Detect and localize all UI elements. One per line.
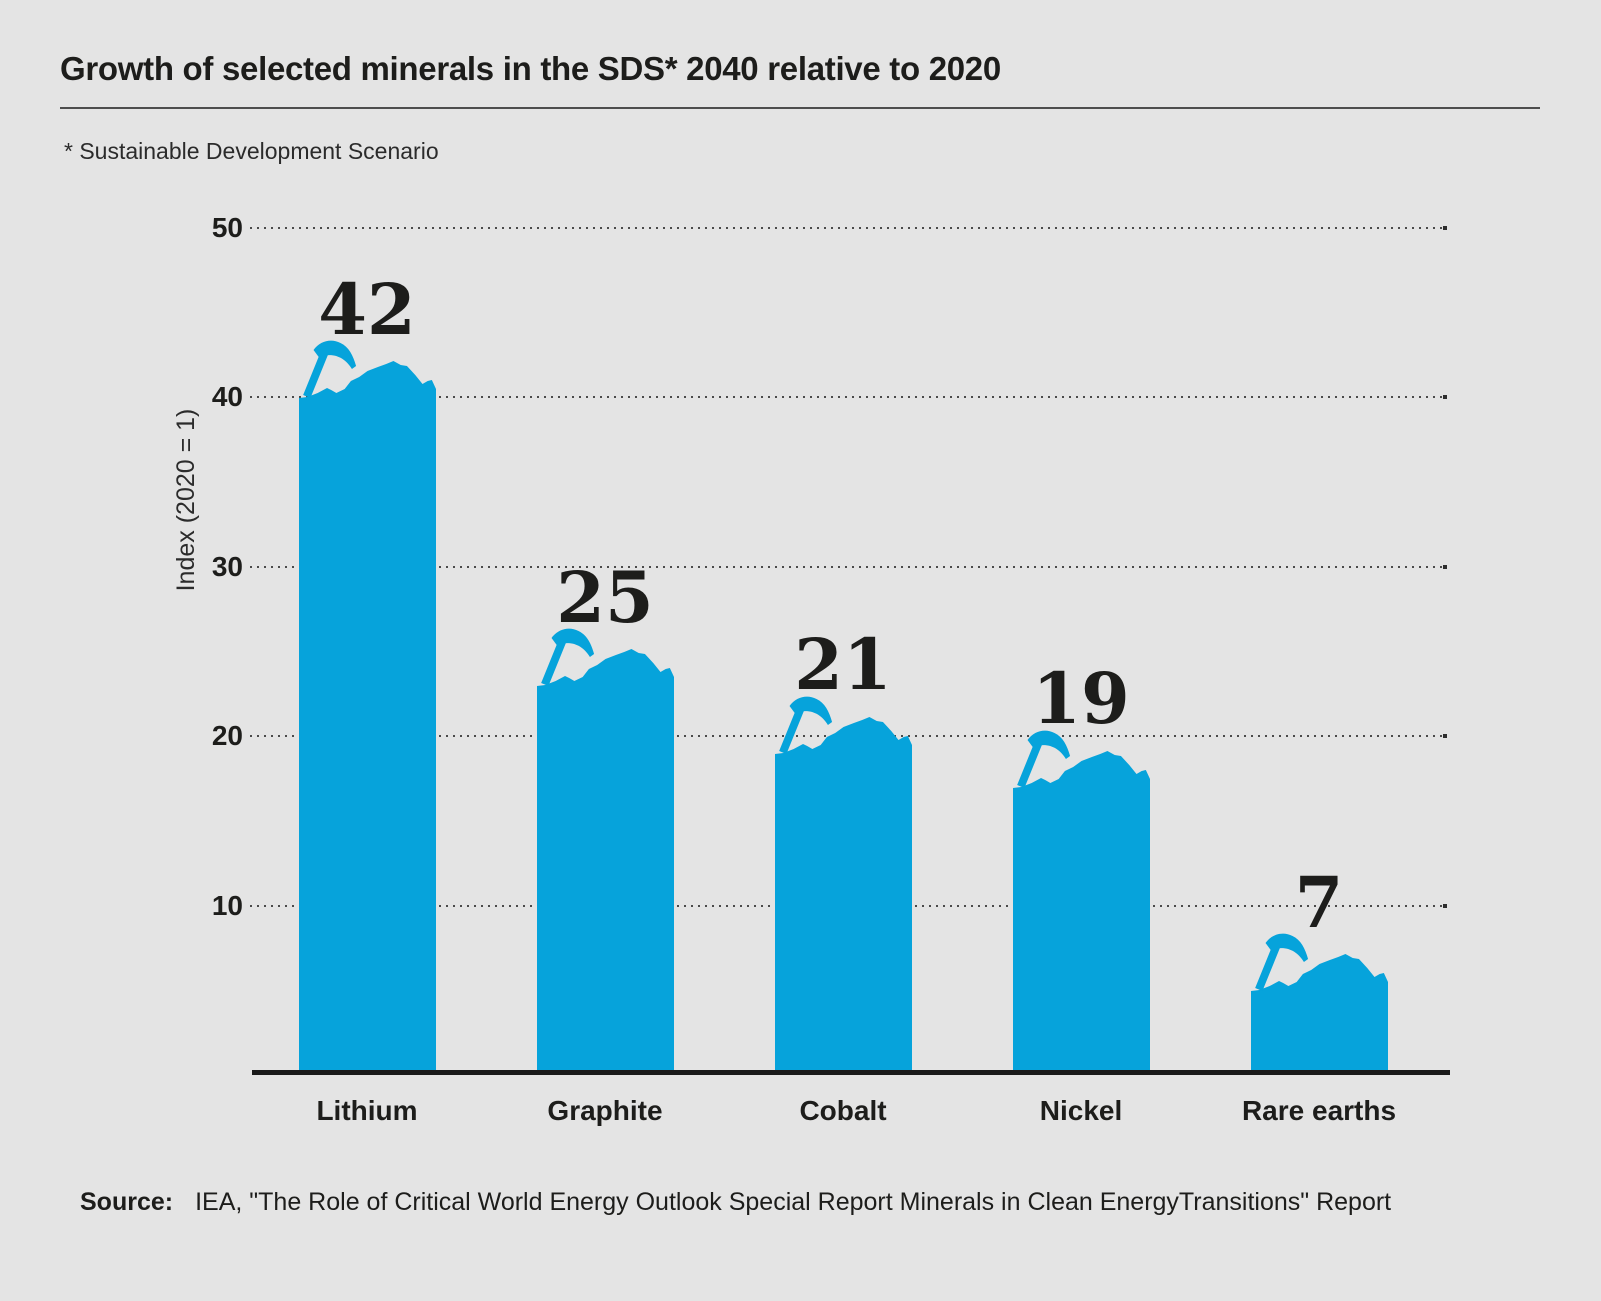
bar-body [536,686,674,1075]
gridline-40 [250,395,1447,399]
x-axis-line [252,1070,1450,1075]
gridline-end-dot [1443,395,1447,399]
gridline-end-dot [1443,225,1447,230]
gridline-50 [250,225,1447,230]
source-text: IEA, "The Role of Critical World Energy … [195,1188,1392,1216]
bar-graphite: 25 [536,562,674,1075]
bar-body [1250,991,1388,1075]
value-label-lithium: 42 [318,267,416,351]
source-row: Source: IEA, "The Role of Critical World … [80,1188,1391,1217]
bar-lithium: 42 [298,274,436,1075]
footnote: * Sustainable Development Scenario [64,138,439,164]
bar-nickel: 19 [1012,664,1150,1075]
y-tick-label-40: 40 [211,381,243,412]
y-tick-label-10: 10 [211,889,243,921]
value-label-nickel: 19 [1032,657,1130,741]
y-tick-label-20: 20 [211,720,243,751]
category-label-cobalt: Cobalt [799,1095,887,1126]
value-label-graphite: 25 [556,555,654,639]
bar-cobalt: 21 [774,630,912,1075]
bar-body [774,754,912,1075]
gridline-30 [250,564,1447,569]
title-rule [60,107,1540,109]
gridline-end-dot [1443,903,1447,908]
category-label-graphite: Graphite [547,1095,663,1126]
category-label-lithium: Lithium [316,1095,418,1126]
value-label-rare-earths: 7 [1294,860,1344,944]
gridline-end-dot [1443,564,1447,569]
bar-body [1012,787,1150,1075]
value-label-cobalt: 21 [794,623,892,707]
category-label-rare-earths: Rare earths [1241,1095,1397,1126]
y-tick-label-30: 30 [211,550,243,582]
y-tick-label-50: 50 [211,211,243,243]
bar-body [298,398,436,1075]
category-label-nickel: Nickel [1039,1095,1123,1126]
bar-rare-earths: 7 [1250,868,1388,1075]
gridline-end-dot [1443,734,1447,738]
chart-title: Growth of selected minerals in the SDS* … [60,50,1001,87]
source-label: Source: [80,1188,174,1216]
